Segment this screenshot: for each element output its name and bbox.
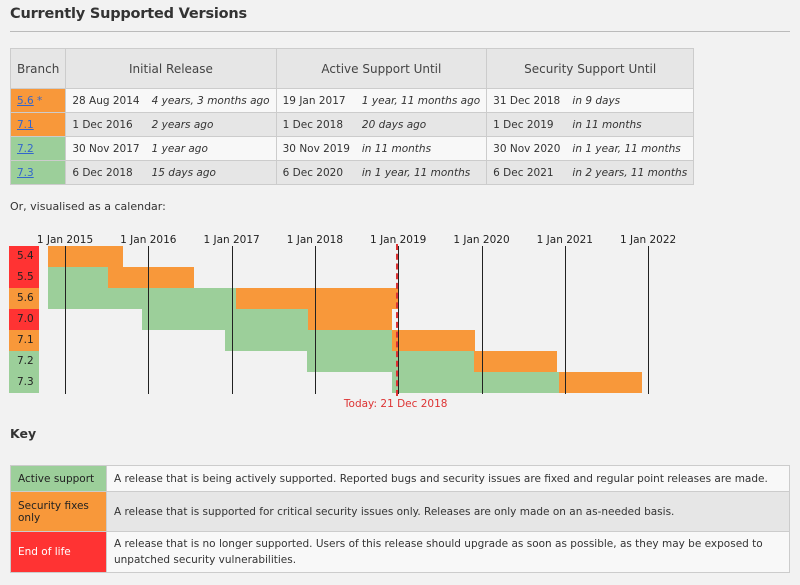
key-swatch-label: End of life: [10, 531, 107, 573]
key-table: Active support A release that is being ac…: [10, 465, 790, 573]
year-gridline: [648, 246, 650, 394]
key-description: A release that is being actively support…: [106, 465, 790, 492]
year-tick-label: 1 Jan 2019: [370, 234, 427, 246]
active-relative: in 11 months: [355, 136, 488, 161]
year-tick-label: 1 Jan 2017: [203, 234, 260, 246]
active-date: 30 Nov 2019: [276, 136, 356, 161]
security-date: 30 Nov 2020: [486, 136, 567, 161]
year-tick-label: 1 Jan 2016: [120, 234, 177, 246]
calendar-branch-label: 7.0: [9, 309, 39, 330]
branch-link[interactable]: 7.2: [17, 142, 34, 155]
active-relative: 20 days ago: [355, 112, 488, 137]
key-title: Key: [10, 426, 37, 441]
security-support-bar: [108, 267, 195, 288]
key-description: A release that is no longer supported. U…: [106, 531, 790, 573]
year-gridline: [564, 246, 566, 394]
initial-release-header: Initial Release: [65, 48, 277, 89]
key-swatch-label: Active support: [10, 465, 107, 492]
security-support-bar: [474, 351, 558, 372]
security-relative: in 2 years, 11 months: [566, 160, 695, 185]
version-row: 7.1 1 Dec 2016 2 years ago 1 Dec 2018 20 day…: [9, 112, 695, 137]
year-gridline: [481, 246, 483, 394]
active-date: 6 Dec 2020: [276, 160, 356, 185]
security-support-bar: [308, 309, 392, 330]
security-date: 6 Dec 2021: [486, 160, 567, 185]
release-date: 28 Aug 2014: [65, 88, 146, 113]
key-row: End of life A release that is no longer s…: [10, 531, 790, 573]
security-date: 31 Dec 2018: [486, 88, 567, 113]
calendar-branch-label: 7.2: [9, 351, 39, 372]
branch-cell: 7.3: [9, 160, 67, 185]
security-relative: in 11 months: [566, 112, 695, 137]
branch-link[interactable]: 7.1: [17, 118, 34, 131]
active-support-bar: [307, 351, 474, 372]
year-tick-label: 1 Jan 2022: [619, 234, 677, 246]
security-support-bar: [48, 246, 124, 267]
calendar-branch-label: 5.4: [9, 246, 39, 267]
year-gridline: [398, 246, 400, 394]
year-gridline: [314, 246, 316, 394]
year-gridline: [231, 246, 233, 394]
security-relative: in 1 year, 11 months: [566, 136, 695, 161]
active-support-bar: [141, 309, 309, 330]
branch-link[interactable]: 7.3: [17, 166, 34, 179]
branch-link[interactable]: 5.6: [17, 94, 34, 107]
year-tick-label: 1 Jan 2020: [453, 234, 510, 246]
active-relative: 1 year, 11 months ago: [355, 88, 488, 113]
branch-cell: 7.2: [9, 136, 67, 161]
key-swatch-label: Security fixes only: [10, 491, 107, 532]
active-relative: in 1 year, 11 months: [355, 160, 488, 185]
calendar-branch-label: 7.3: [9, 372, 39, 393]
active-date: 19 Jan 2017: [276, 88, 356, 113]
support-calendar: 1 Jan 2015 1 Jan 2016 1 Jan 2017 1 Jan 2018…: [0, 228, 800, 418]
active-support-bar: [48, 267, 109, 288]
release-ago: 4 years, 3 months ago: [145, 88, 277, 113]
branch-cell: 7.1: [9, 112, 67, 137]
branch-header: Branch: [9, 48, 67, 89]
active-support-bar: [48, 288, 236, 309]
release-ago: 15 days ago: [145, 160, 277, 185]
security-support-bar: [235, 288, 399, 309]
security-support-header: Security Support Until: [486, 48, 695, 89]
supported-versions-table: Branch Initial Release Active Support Un…: [9, 48, 695, 185]
release-ago: 2 years ago: [145, 112, 277, 137]
security-date: 1 Dec 2019: [486, 112, 567, 137]
active-support-bar: [392, 372, 559, 393]
active-support-bar: [224, 330, 392, 351]
active-support-header: Active Support Until: [275, 48, 488, 89]
page-heading: Currently Supported Versions: [10, 6, 247, 22]
branch-cell: 5.6 *: [9, 88, 67, 113]
today-label: Today: 21 Dec 2018: [343, 398, 448, 410]
version-row: 5.6 * 28 Aug 2014 4 years, 3 months ago 19 …: [9, 88, 695, 113]
release-date: 30 Nov 2017: [65, 136, 146, 161]
calendar-branch-label: 5.5: [9, 267, 39, 288]
calendar-branch-label: 5.6: [9, 288, 39, 309]
security-support-bar: [391, 330, 475, 351]
year-tick-label: 1 Jan 2021: [536, 234, 593, 246]
heading-rule: [10, 31, 790, 32]
year-gridline: [148, 246, 150, 394]
calendar-branch-label: 7.1: [9, 330, 39, 351]
release-date: 1 Dec 2016: [65, 112, 146, 137]
key-description: A release that is supported for critical…: [106, 491, 790, 532]
key-row: Security fixes only A release that is sup…: [10, 491, 790, 532]
release-ago: 1 year ago: [145, 136, 277, 161]
year-tick-label: 1 Jan 2018: [286, 234, 344, 246]
branch-footnote-mark: *: [37, 94, 43, 107]
active-date: 1 Dec 2018: [276, 112, 356, 137]
release-date: 6 Dec 2018: [65, 160, 146, 185]
calendar-caption: Or, visualised as a calendar:: [10, 200, 166, 213]
year-gridline: [65, 246, 66, 394]
version-row: 7.2 30 Nov 2017 1 year ago 30 Nov 2019 in 11…: [9, 136, 695, 161]
security-relative: in 9 days: [566, 88, 695, 113]
security-support-bar: [558, 372, 643, 393]
key-row: Active support A release that is being ac…: [10, 465, 790, 492]
today-marker: [395, 244, 398, 396]
version-row: 7.3 6 Dec 2018 15 days ago 6 Dec 2020 in 1 y…: [9, 160, 695, 185]
year-tick-label: 1 Jan 2015: [36, 234, 94, 246]
